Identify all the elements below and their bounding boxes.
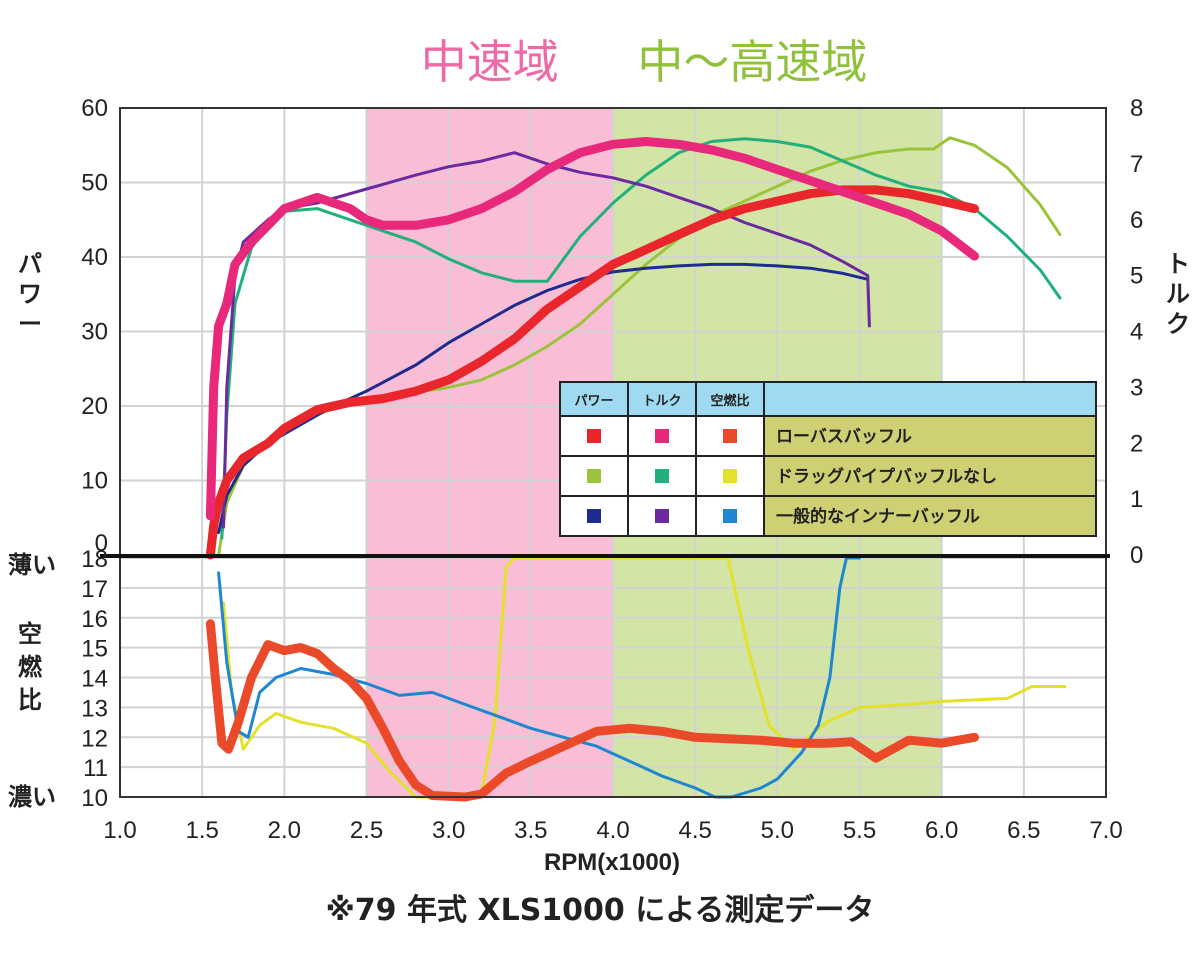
axis-label-char: ト	[1166, 250, 1190, 278]
legend-swatch	[655, 509, 669, 523]
band-label-mid: 中速域	[421, 35, 559, 89]
torque-axis-ticks: 0 1 2 3 4 5 6 7 8	[1130, 95, 1143, 569]
band-label-mid-high: 中～高速域	[637, 35, 867, 89]
axis-label-char: 燃	[18, 653, 43, 681]
rpm-axis-ticks: 1.0 1.5 2.0 2.5 3.0 3.5 4.0 4.5 5.0 5.5 6.0 6.5 7.0	[103, 817, 1122, 844]
power-tick: 50	[81, 170, 108, 197]
power-tick: 40	[81, 244, 108, 271]
series-torque-1	[205, 137, 979, 521]
afr-lean-note: 薄い	[8, 551, 56, 579]
afr-tick: 16	[81, 606, 108, 633]
legend-swatch	[655, 429, 669, 443]
legend-name-bg	[763, 415, 1097, 457]
rpm-tick: 4.5	[678, 817, 711, 844]
power-axis-label: パワー	[18, 250, 42, 338]
legend-swatch	[723, 469, 737, 483]
rpm-tick: 4.0	[596, 817, 629, 844]
legend-header-bg	[559, 381, 1097, 417]
axis-label-char: 空	[18, 620, 42, 648]
rpm-tick: 1.5	[185, 817, 218, 844]
rpm-tick: 1.0	[103, 817, 136, 844]
axis-label-char: ル	[1166, 280, 1190, 308]
torque-tick: 8	[1130, 95, 1143, 122]
legend-label: ローバスバッフル	[776, 427, 912, 447]
afr-tick: 11	[83, 755, 108, 782]
rpm-tick: 5.5	[843, 817, 876, 844]
torque-tick: 2	[1130, 430, 1143, 457]
afr-rich-note: 濃い	[8, 783, 56, 811]
rpm-tick: 2.5	[350, 817, 383, 844]
afr-axis-label: 空燃比	[18, 620, 43, 714]
rpm-tick: 5.0	[761, 817, 794, 844]
series-afr-6	[205, 619, 979, 802]
torque-tick: 4	[1130, 319, 1143, 346]
torque-axis-label: トルク	[1166, 250, 1190, 338]
torque-tick: 0	[1130, 542, 1143, 569]
legend-swatch	[587, 469, 601, 483]
plot-frame	[100, 107, 1110, 798]
legend-swatch	[655, 469, 669, 483]
power-tick: 10	[81, 468, 108, 495]
legend-swatch	[587, 509, 601, 523]
legend-header: パワー	[574, 394, 613, 409]
series-afr-7	[222, 556, 1067, 799]
afr-tick: 17	[81, 576, 108, 603]
legend: パワー トルク 空燃比ローバスバッフルドラッグパイプバッフルなし一般的なインナーバッ…	[559, 381, 1097, 537]
rpm-tick: 6.5	[1007, 817, 1040, 844]
series-lines	[205, 136, 1067, 802]
legend-swatch	[587, 429, 601, 443]
rpm-tick: 3.0	[432, 817, 465, 844]
x-axis-label: RPM(x1000)	[544, 849, 680, 876]
legend-header: 空燃比	[710, 393, 749, 409]
legend-swatch	[723, 429, 737, 443]
afr-tick: 15	[81, 636, 108, 663]
axis-label-char: ク	[1166, 310, 1190, 338]
footnote: ※79 年式 XLS1000 による測定データ	[326, 893, 875, 928]
rpm-tick: 3.5	[514, 817, 547, 844]
rpm-tick: 7.0	[1089, 817, 1122, 844]
power-axis-ticks: 0 10 20 30 40 50 60	[81, 95, 108, 557]
afr-tick: 12	[81, 725, 108, 752]
rpm-tick: 6.0	[925, 817, 958, 844]
legend-header: トルク	[642, 394, 681, 409]
torque-tick: 5	[1130, 263, 1143, 290]
series-power-0	[205, 185, 979, 560]
legend-label: ドラッグパイプバッフルなし	[776, 466, 997, 487]
power-tick: 60	[81, 95, 108, 122]
torque-tick: 6	[1130, 207, 1143, 234]
axis-label-char: ワ	[18, 280, 42, 308]
axis-label-char: 比	[18, 686, 42, 714]
torque-tick: 3	[1130, 374, 1143, 401]
power-tick: 20	[81, 393, 108, 420]
axis-label-char: パ	[18, 250, 42, 278]
afr-tick: 18	[81, 546, 108, 573]
torque-tick: 1	[1130, 486, 1143, 513]
frame-border	[119, 107, 1107, 798]
legend-label: 一般的なインナーバッフル	[776, 506, 980, 527]
rpm-tick: 2.0	[268, 817, 301, 844]
afr-tick: 13	[81, 695, 108, 722]
afr-tick: 10	[81, 785, 108, 812]
axis-label-char: ー	[18, 310, 42, 338]
power-tick: 30	[81, 319, 108, 346]
power-tick: 0	[95, 530, 108, 557]
afr-tick: 14	[81, 666, 108, 693]
torque-tick: 7	[1130, 151, 1143, 178]
legend-swatch	[723, 509, 737, 523]
legend-name-bg	[763, 455, 1097, 497]
